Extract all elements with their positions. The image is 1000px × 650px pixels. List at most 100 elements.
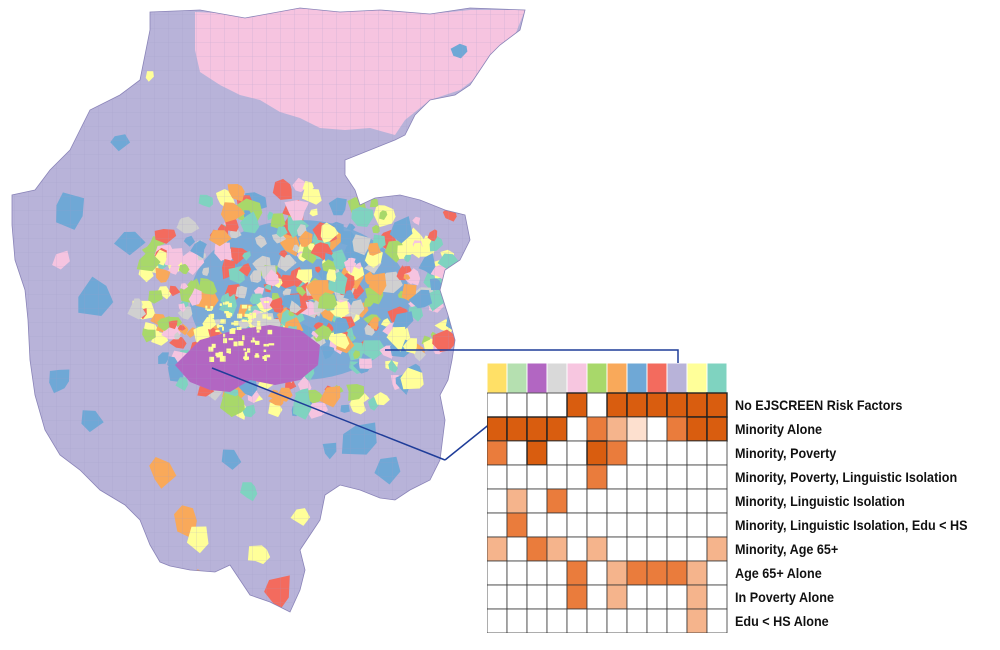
- legend-cell: [606, 392, 628, 418]
- legend-color-swatch: [626, 363, 648, 394]
- legend-cell: [706, 560, 728, 586]
- legend-cell: [706, 512, 728, 538]
- legend-cell: [586, 560, 608, 586]
- legend-cell: [686, 464, 708, 490]
- legend-cell: [586, 608, 608, 633]
- legend-cell: [666, 536, 688, 562]
- legend-cell: [526, 416, 548, 442]
- legend-cell: [706, 464, 728, 490]
- legend-cell: [546, 608, 568, 633]
- legend-cell: [606, 584, 628, 610]
- legend-color-swatch: [526, 363, 548, 394]
- legend-cell: [626, 440, 648, 466]
- callout-line-upper: [385, 349, 679, 365]
- legend-cell: [526, 584, 548, 610]
- legend-cell: [526, 536, 548, 562]
- legend-cell: [586, 440, 608, 466]
- legend-color-swatch: [566, 363, 588, 394]
- region-outline: [11, 7, 526, 613]
- legend-cell: [646, 584, 668, 610]
- legend-cell: [646, 464, 668, 490]
- legend-cell: [506, 584, 528, 610]
- legend-cell: [666, 608, 688, 633]
- legend-cell: [706, 536, 728, 562]
- legend-color-header: [487, 363, 728, 394]
- legend-cell: [566, 536, 588, 562]
- legend-cell: [606, 536, 628, 562]
- legend-cell: [546, 464, 568, 490]
- legend-cell: [526, 560, 548, 586]
- legend-label-minority-age65: Minority, Age 65+: [735, 541, 839, 557]
- legend-label-minority-alone: Minority Alone: [735, 421, 823, 437]
- legend-cell: [546, 584, 568, 610]
- legend-cell: [606, 440, 628, 466]
- legend-cell: [686, 608, 708, 633]
- legend-cell: [487, 488, 508, 514]
- legend-cell: [566, 464, 588, 490]
- legend-label-edu-alone: Edu < HS Alone: [735, 613, 829, 629]
- legend-cell: [606, 560, 628, 586]
- legend-cell: [506, 608, 528, 633]
- legend-color-swatch: [506, 363, 528, 394]
- legend-cell: [526, 464, 548, 490]
- legend-cell: [566, 560, 588, 586]
- legend-cell: [487, 392, 508, 418]
- legend-cell: [586, 584, 608, 610]
- legend-cell: [506, 392, 528, 418]
- legend-cell: [646, 512, 668, 538]
- legend-cell: [706, 392, 728, 418]
- legend-cell: [586, 536, 608, 562]
- legend-cell: [626, 608, 648, 633]
- legend-cell: [586, 392, 608, 418]
- legend-cell: [487, 536, 508, 562]
- legend-cell: [586, 416, 608, 442]
- legend-cell: [526, 488, 548, 514]
- legend-cell: [566, 416, 588, 442]
- legend-cell: [626, 488, 648, 514]
- legend-cell: [546, 488, 568, 514]
- legend-cell: [606, 416, 628, 442]
- legend-cell: [686, 392, 708, 418]
- legend-label-poverty-alone: In Poverty Alone: [735, 589, 834, 605]
- legend-cell: [626, 536, 648, 562]
- legend-cell: [686, 488, 708, 514]
- legend-cell: [566, 392, 588, 418]
- legend-cell: [706, 416, 728, 442]
- legend-cell: [686, 536, 708, 562]
- legend-cell: [666, 464, 688, 490]
- callout-line-lower: [211, 367, 446, 461]
- legend-color-swatch: [686, 363, 708, 394]
- legend-cell: [506, 416, 528, 442]
- legend-cell: [546, 440, 568, 466]
- legend-cell: [487, 512, 508, 538]
- legend-cell: [646, 536, 668, 562]
- legend-label-minority-linguistic: Minority, Linguistic Isolation: [735, 493, 905, 509]
- legend-cell: [626, 512, 648, 538]
- legend-cell: [666, 512, 688, 538]
- legend-cell: [566, 488, 588, 514]
- suburban-tract-patch: [189, 569, 210, 589]
- legend-cell: [606, 464, 628, 490]
- legend-cell: [526, 440, 548, 466]
- legend-cell: [506, 440, 528, 466]
- legend-label-minority-poverty-linguistic: Minority, Poverty, Linguistic Isolation: [735, 469, 958, 485]
- legend-cell: [506, 560, 528, 586]
- legend-cell: [526, 608, 548, 633]
- legend-cell: [487, 584, 508, 610]
- legend-color-swatch: [586, 363, 608, 394]
- legend-cell: [666, 440, 688, 466]
- legend-cell: [526, 392, 548, 418]
- legend-cell: [686, 584, 708, 610]
- suburban-tract-patch: [111, 536, 133, 558]
- legend-cell: [546, 560, 568, 586]
- legend-cell: [606, 488, 628, 514]
- suburban-tract-patch: [130, 563, 149, 579]
- legend-label-minority-linguistic-edu: Minority, Linguistic Isolation, Edu < HS: [735, 517, 968, 533]
- legend-cell: [506, 464, 528, 490]
- legend-cell: [487, 464, 508, 490]
- legend-cell: [626, 560, 648, 586]
- legend-cell: [626, 584, 648, 610]
- legend-cell: [586, 464, 608, 490]
- legend-cell: [686, 512, 708, 538]
- legend-cell: [546, 392, 568, 418]
